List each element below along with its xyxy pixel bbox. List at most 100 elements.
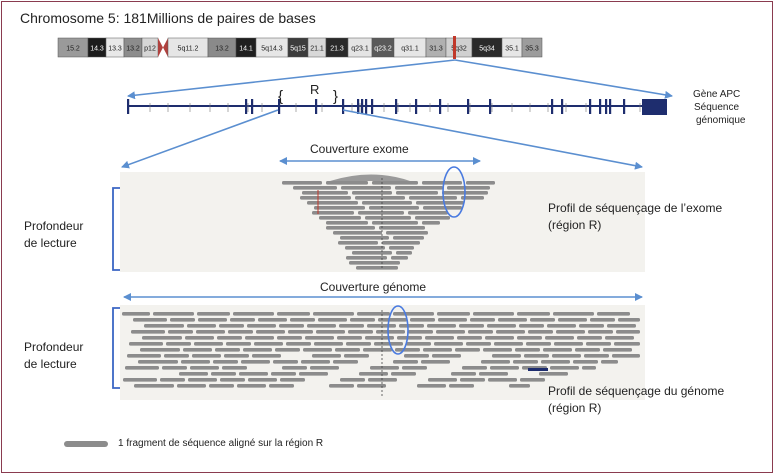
aligned-read [357, 384, 386, 388]
apc-gene-structure [127, 99, 667, 115]
gene-exon [361, 99, 364, 114]
aligned-read [550, 366, 579, 370]
aligned-read [369, 206, 419, 210]
aligned-read [365, 336, 394, 340]
aligned-read [293, 186, 337, 190]
gene-exon [127, 99, 130, 114]
aligned-read [378, 318, 407, 322]
aligned-read [459, 324, 484, 328]
genome-variant-read [528, 368, 548, 371]
genome-profile-line1: Profil de séquençage du génome [548, 384, 725, 398]
aligned-read [313, 312, 354, 316]
aligned-read [144, 324, 184, 328]
aligned-read [597, 312, 630, 316]
aligned-read [127, 354, 161, 358]
genome-coverage-label: Couverture génome [320, 280, 427, 294]
gene-exon [365, 99, 368, 114]
gene-exon [245, 99, 248, 114]
exome-depth-bracket [112, 187, 120, 271]
aligned-read [618, 318, 640, 322]
aligned-read [326, 181, 368, 185]
aligned-read [213, 360, 238, 364]
aligned-read [415, 216, 450, 220]
aligned-read [524, 354, 549, 358]
chromosome-band-label: 35.3 [525, 46, 539, 53]
aligned-read [209, 384, 234, 388]
aligned-read [219, 324, 244, 328]
aligned-read [337, 336, 362, 340]
aligned-read [258, 318, 287, 322]
aligned-read [558, 318, 587, 322]
aligned-read [530, 318, 555, 322]
aligned-read [217, 336, 242, 340]
aligned-read [382, 241, 420, 245]
aligned-read [215, 348, 240, 352]
aligned-read [553, 312, 594, 316]
aligned-read [432, 354, 461, 358]
aligned-read [408, 330, 433, 334]
aligned-read [300, 196, 351, 200]
aligned-read [438, 318, 467, 322]
aligned-read [436, 330, 465, 334]
aligned-read [326, 226, 375, 230]
genome-depth-bracket [112, 307, 120, 389]
zoom-lines-chromosome [127, 59, 673, 100]
aligned-read [346, 256, 387, 260]
aligned-read [277, 312, 310, 316]
aligned-read [339, 324, 364, 328]
aligned-read [372, 181, 418, 185]
aligned-read [409, 196, 457, 200]
gene-exon [489, 99, 492, 114]
gene-exon [278, 99, 281, 114]
genome-highlight-ellipse [387, 305, 409, 355]
gene-exon [315, 99, 318, 114]
aligned-read [470, 318, 495, 322]
aligned-read [545, 336, 574, 340]
aligned-read [280, 378, 305, 382]
aligned-read [312, 211, 354, 215]
aligned-read [379, 226, 425, 230]
aligned-read [517, 336, 542, 340]
aligned-read [282, 181, 322, 185]
aligned-read [277, 336, 302, 340]
aligned-read [187, 324, 216, 328]
aligned-read [520, 378, 545, 382]
aligned-read [395, 348, 420, 352]
aligned-read [423, 348, 452, 352]
aligned-read [352, 191, 392, 195]
aligned-read [286, 342, 311, 346]
aligned-read [376, 330, 405, 334]
aligned-read [396, 251, 412, 255]
aligned-read [417, 384, 446, 388]
aligned-read [421, 360, 450, 364]
aligned-read [528, 330, 553, 334]
aligned-read [190, 366, 219, 370]
aligned-read [269, 384, 294, 388]
gene-exon [589, 99, 592, 114]
aligned-read [237, 384, 266, 388]
aligned-read [185, 336, 214, 340]
aligned-read [517, 312, 550, 316]
aligned-read [252, 354, 281, 358]
aligned-read [352, 251, 392, 255]
gene-exon [342, 99, 345, 114]
aligned-read [603, 348, 632, 352]
aligned-read [230, 318, 255, 322]
aligned-read [473, 312, 514, 316]
aligned-read [335, 348, 360, 352]
aligned-read [402, 366, 427, 370]
aligned-read [370, 366, 399, 370]
chromosome-band-label: 21.1 [310, 46, 324, 53]
aligned-read [245, 336, 274, 340]
aligned-read [197, 312, 230, 316]
genome-profile-label: Profil de séquençage du génome (région R… [548, 383, 724, 417]
aligned-read [179, 372, 208, 376]
chromosome-locus-marker [453, 36, 456, 59]
aligned-read [288, 330, 313, 334]
aligned-read [140, 348, 180, 352]
gene-label: Gène APC Séquence génomique [693, 88, 745, 127]
aligned-read [543, 348, 572, 352]
legend-text: 1 fragment de séquence aligné sur la rég… [118, 438, 324, 449]
chromosome-band-label: 21.3 [330, 46, 344, 53]
aligned-read [362, 201, 412, 205]
